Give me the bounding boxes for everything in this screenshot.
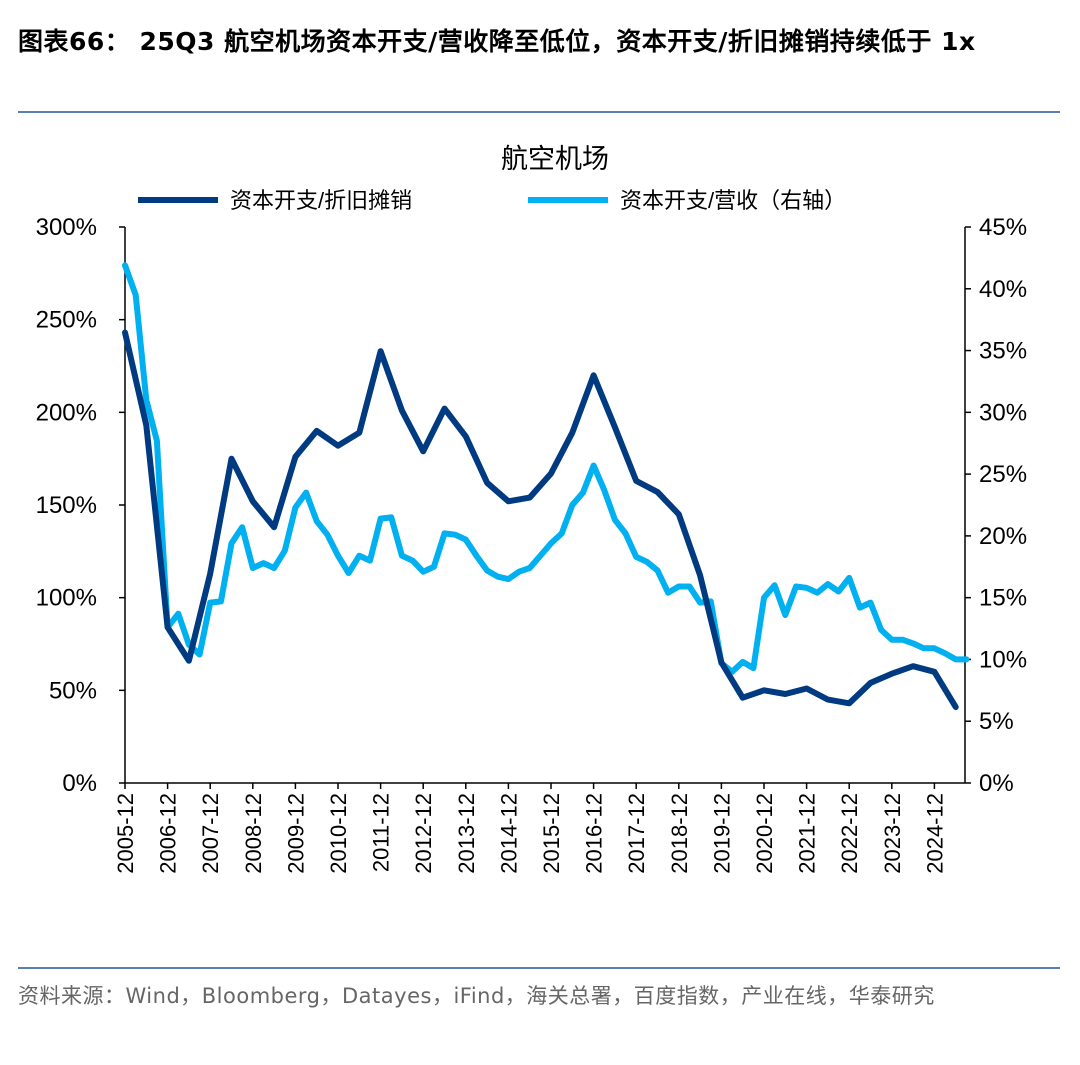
x-tick-label: 2013-12 xyxy=(454,793,479,874)
left-tick-label: 0% xyxy=(62,770,97,797)
x-tick-label: 2020-12 xyxy=(752,793,777,874)
series-line-capex-revenue xyxy=(122,262,970,675)
x-tick-label: 2015-12 xyxy=(539,793,564,874)
right-tick-label: 0% xyxy=(979,770,1014,797)
bottom-divider xyxy=(18,967,1060,969)
x-tick-label: 2006-12 xyxy=(156,793,181,874)
right-tick-label: 30% xyxy=(979,399,1027,426)
x-tick-label: 2021-12 xyxy=(795,793,820,874)
x-tick-label: 2010-12 xyxy=(326,793,351,874)
right-tick-label: 20% xyxy=(979,523,1027,550)
x-tick-label: 2009-12 xyxy=(283,793,308,874)
left-tick-label: 150% xyxy=(36,492,97,519)
x-tick-label: 2007-12 xyxy=(198,793,223,874)
right-tick-label: 35% xyxy=(979,338,1027,365)
figure-title: 图表66： 25Q3 航空机场资本开支/营收降至低位，资本开支/折旧摊销持续低于… xyxy=(18,27,976,56)
x-tick-label: 2018-12 xyxy=(667,793,692,874)
x-tick-label: 2014-12 xyxy=(496,793,521,874)
legend: 资本开支/折旧摊销 资本开支/营收（右轴） xyxy=(138,188,846,213)
right-tick-label: 10% xyxy=(979,646,1027,673)
legend-label-capex-revenue: 资本开支/营收（右轴） xyxy=(620,188,846,213)
chart-title: 航空机场 xyxy=(501,144,609,174)
source-note: 资料来源：Wind，Bloomberg，Datayes，iFind，海关总署，百… xyxy=(18,984,935,1008)
right-tick-label: 15% xyxy=(979,585,1027,612)
x-tick-label: 2005-12 xyxy=(113,793,138,874)
left-tick-label: 100% xyxy=(36,585,97,612)
series-line-capex-da xyxy=(122,329,959,710)
x-tick-label: 2012-12 xyxy=(411,793,436,874)
left-tick-label: 50% xyxy=(49,677,97,704)
left-tick-label: 250% xyxy=(36,307,97,334)
legend-label-capex-da: 资本开支/折旧摊销 xyxy=(230,188,412,213)
x-tick-label: 2017-12 xyxy=(624,793,649,874)
left-tick-label: 200% xyxy=(36,399,97,426)
top-divider xyxy=(18,111,1060,113)
right-tick-label: 5% xyxy=(979,708,1014,735)
x-tick-label: 2011-12 xyxy=(369,793,394,872)
right-tick-label: 40% xyxy=(979,276,1027,303)
x-tick-label: 2016-12 xyxy=(582,793,607,874)
x-tick-label: 2008-12 xyxy=(241,793,266,874)
x-tick-label: 2023-12 xyxy=(880,793,905,874)
left-tick-label: 300% xyxy=(36,214,97,241)
right-tick-label: 45% xyxy=(979,214,1027,241)
right-tick-label: 25% xyxy=(979,461,1027,488)
x-tick-label: 2019-12 xyxy=(709,793,734,874)
x-tick-label: 2024-12 xyxy=(922,793,947,874)
x-tick-label: 2022-12 xyxy=(837,793,862,874)
